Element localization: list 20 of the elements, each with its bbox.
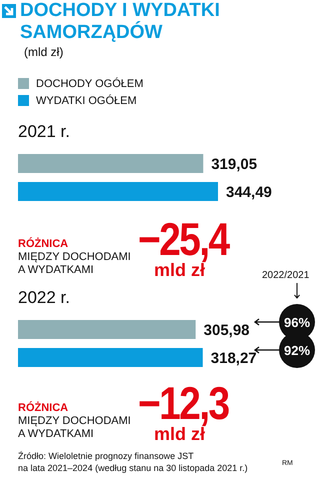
chart-subtitle: (mld zł) bbox=[24, 45, 64, 59]
data-label: 318,27 bbox=[210, 350, 257, 367]
bar bbox=[18, 320, 196, 339]
legend-label: WYDATKI OGÓŁEM bbox=[36, 94, 137, 106]
y-tick-label: 2022 r. bbox=[18, 288, 70, 308]
bar bbox=[18, 348, 203, 367]
legend-label: DOCHODY OGÓŁEM bbox=[36, 78, 144, 90]
annotation: RÓŻNICA MIĘDZY DOCHODAMI A WYDATKAMI bbox=[18, 402, 131, 441]
data-label: 344,49 bbox=[226, 184, 272, 201]
text: 96% bbox=[279, 304, 315, 340]
y-tick-label: 2021 r. bbox=[18, 122, 70, 142]
data-label: 319,05 bbox=[211, 156, 258, 173]
chart-title: DOCHODY I WYDATKI SAMORZĄDÓW bbox=[20, 0, 221, 44]
annotation: RÓŻNICA MIĘDZY DOCHODAMI A WYDATKAMI bbox=[18, 238, 131, 277]
bar bbox=[18, 182, 218, 201]
text: Źródło: Wieloletnie prognozy finansowe JST na lata 2021–2024 (według stanu na 30 listopada 2021 r.) bbox=[18, 450, 248, 474]
bar bbox=[18, 154, 204, 173]
data-label: 305,98 bbox=[204, 322, 250, 339]
text: 2022/2021 bbox=[262, 270, 310, 281]
text: 92% bbox=[279, 332, 315, 368]
